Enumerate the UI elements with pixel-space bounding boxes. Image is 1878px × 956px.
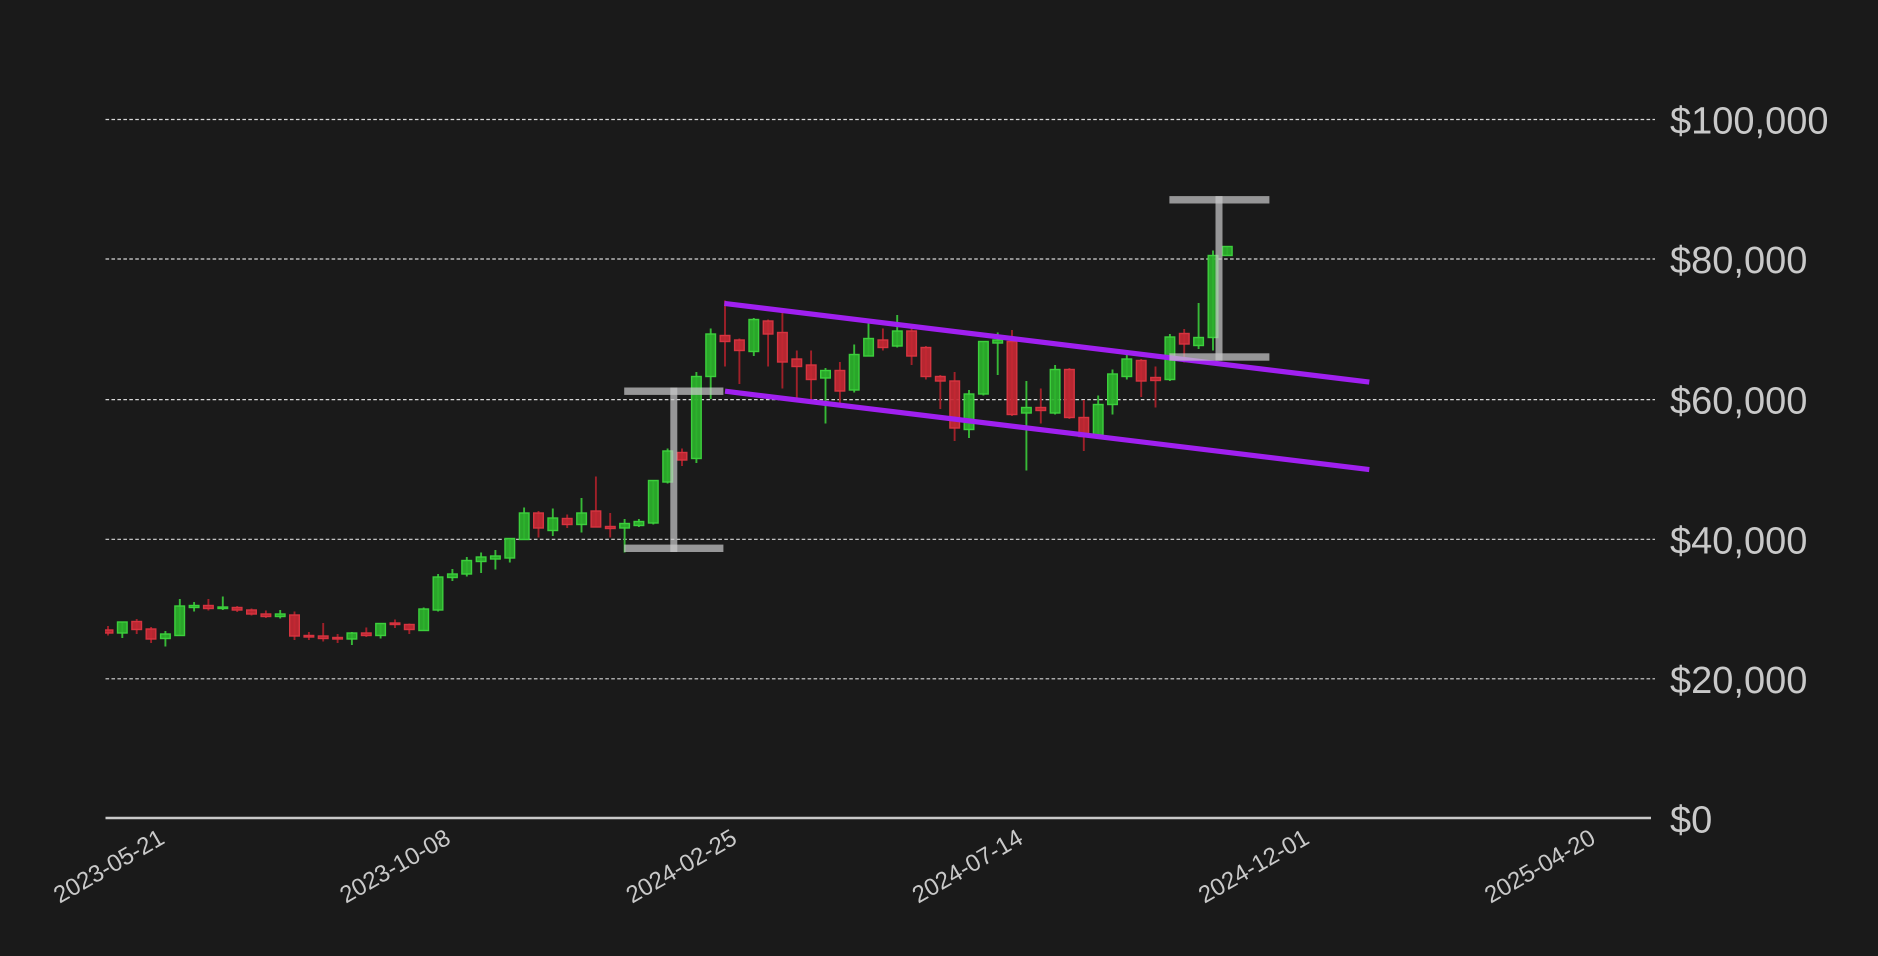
svg-text:$0: $0 <box>1670 800 1712 842</box>
svg-text:$20,000: $20,000 <box>1670 660 1807 702</box>
svg-text:$80,000: $80,000 <box>1670 240 1807 282</box>
svg-text:$100,000: $100,000 <box>1670 101 1829 143</box>
svg-text:$60,000: $60,000 <box>1670 381 1807 423</box>
svg-text:$40,000: $40,000 <box>1670 520 1807 562</box>
